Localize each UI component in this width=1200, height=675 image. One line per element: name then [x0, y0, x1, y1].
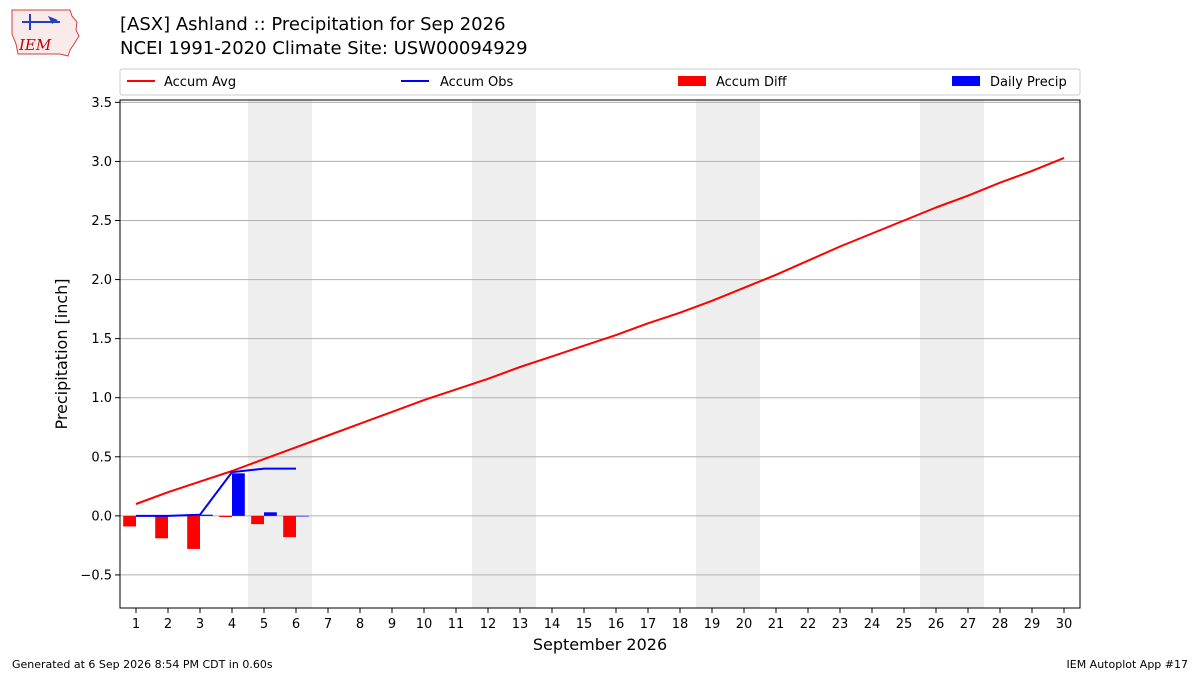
daily-precip-bar — [264, 512, 277, 516]
x-tick-label: 29 — [1024, 617, 1041, 632]
plot-frame — [119, 99, 1081, 609]
x-tick-label: 3 — [196, 617, 204, 632]
legend-label-daily-precip: Daily Precip — [990, 75, 1067, 90]
x-tick-label: 20 — [736, 617, 753, 632]
x-tick-label: 16 — [608, 617, 625, 632]
legend: Accum Avg Accum Obs Accum Diff Daily Pre… — [119, 68, 1081, 96]
chart-title: [ASX] Ashland :: Precipitation for Sep 2… — [120, 14, 506, 35]
x-tick-label: 1 — [132, 617, 140, 632]
x-tick-label: 11 — [448, 617, 465, 632]
accum-obs-line — [136, 467, 296, 517]
accum-diff-bar — [123, 515, 136, 527]
accum-diff-bar — [219, 515, 232, 518]
y-tick-label: 2.0 — [91, 273, 112, 288]
weekend-span — [920, 100, 984, 608]
x-tick-label: 17 — [640, 617, 657, 632]
y-tick-label: 3.5 — [91, 96, 112, 111]
x-tick-label: 23 — [832, 617, 849, 632]
x-tick-label: 10 — [416, 617, 433, 632]
x-tick-label: 13 — [512, 617, 529, 632]
footer-generated: Generated at 6 Sep 2026 8:54 PM CDT in 0… — [12, 658, 273, 671]
y-tick-label: 1.5 — [91, 332, 112, 347]
x-tick-label: 9 — [388, 617, 396, 632]
x-axis-label: September 2026 — [533, 635, 667, 654]
footer-app: IEM Autoplot App #17 — [1067, 658, 1189, 671]
weekend-span — [248, 100, 312, 608]
x-tick-label: 8 — [356, 617, 364, 632]
y-tick-label: 0.5 — [91, 450, 112, 465]
daily-precip-bar — [232, 473, 245, 516]
legend-swatch-accum-diff — [678, 76, 706, 86]
x-tick-label: 15 — [576, 617, 593, 632]
daily-precip-bar — [296, 515, 309, 517]
legend-swatch-daily-precip — [952, 76, 980, 86]
x-tick-label: 19 — [704, 617, 721, 632]
x-tick-label: 27 — [960, 617, 977, 632]
x-tick-label: 22 — [800, 617, 817, 632]
accum-diff-bar — [187, 515, 200, 549]
bars — [123, 473, 309, 549]
weekend-shading — [248, 100, 984, 608]
accum-diff-bar — [283, 515, 296, 538]
x-tick-label: 4 — [228, 617, 236, 632]
x-tick-label: 21 — [768, 617, 785, 632]
x-tick-label: 24 — [864, 617, 881, 632]
y-tick-label: 0.0 — [91, 509, 112, 524]
x-tick-label: 5 — [260, 617, 268, 632]
logo-text: IEM — [18, 36, 52, 54]
x-tick-label: 6 — [292, 617, 300, 632]
x-tick-label: 12 — [480, 617, 497, 632]
y-tick-label: 1.0 — [91, 391, 112, 406]
iem-logo: IEM — [11, 9, 80, 57]
y-tick-label: 2.5 — [91, 214, 112, 229]
weekend-span — [696, 100, 760, 608]
x-axis-ticks: 1 2 3 4 5 6 7 8 9 10 11 12 13 14 15 16 17 18 19 20 21 22 23 24 2… — [132, 608, 1072, 632]
x-tick-label: 28 — [992, 617, 1009, 632]
y-tick-label: −0.5 — [80, 568, 112, 583]
legend-label-accum-diff: Accum Diff — [716, 75, 788, 90]
x-tick-label: 30 — [1056, 617, 1073, 632]
legend-box — [119, 68, 1081, 96]
x-tick-label: 18 — [672, 617, 689, 632]
legend-label-accum-avg: Accum Avg — [164, 75, 236, 90]
lines — [135, 156, 1065, 517]
y-tick-label: 3.0 — [91, 155, 112, 170]
x-tick-label: 7 — [324, 617, 332, 632]
x-tick-label: 2 — [164, 617, 172, 632]
x-tick-label: 14 — [544, 617, 561, 632]
x-tick-label: 26 — [928, 617, 945, 632]
y-axis-label: Precipitation [inch] — [52, 278, 71, 429]
grid-lines — [120, 101, 1080, 576]
accum-diff-bar — [155, 515, 168, 539]
legend-label-accum-obs: Accum Obs — [440, 75, 513, 90]
chart-subtitle: NCEI 1991-2020 Climate Site: USW00094929 — [120, 38, 528, 59]
x-tick-label: 25 — [896, 617, 913, 632]
y-axis-ticks: −0.5 0.0 0.5 1.0 1.5 2.0 2.5 3.0 3.5 — [80, 96, 120, 583]
accum-avg-line — [135, 156, 1065, 505]
accum-diff-bar — [251, 515, 264, 525]
weekend-span — [472, 100, 536, 608]
daily-precip-bar — [200, 514, 213, 516]
